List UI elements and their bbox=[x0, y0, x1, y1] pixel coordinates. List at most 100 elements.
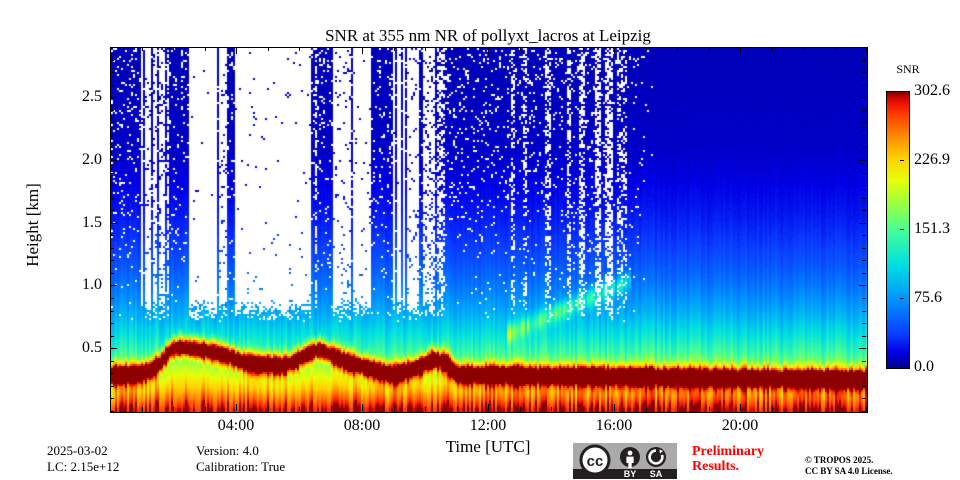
colorbar-tick-label: 226.9 bbox=[914, 151, 950, 168]
copyright-line-2: CC BY SA 4.0 License. bbox=[805, 466, 893, 476]
y-tick-minor bbox=[110, 373, 114, 374]
x-tick-label: 20:00 bbox=[721, 417, 759, 434]
x-tick-minor-top bbox=[142, 47, 143, 51]
y-tick-minor bbox=[110, 323, 114, 324]
x-tick-minor bbox=[835, 407, 836, 411]
cc-badge-by-label: BY bbox=[624, 469, 637, 479]
y-tick-major bbox=[110, 348, 117, 349]
y-tick-minor bbox=[110, 185, 114, 186]
y-tick-minor-right bbox=[862, 110, 866, 111]
y-tick-minor-right bbox=[862, 135, 866, 136]
x-tick-minor bbox=[110, 407, 111, 411]
x-tick-minor-top bbox=[866, 47, 867, 51]
x-tick-minor-top bbox=[299, 47, 300, 51]
y-tick-label: 0.5 bbox=[82, 339, 102, 356]
y-tick-minor-right bbox=[862, 85, 866, 86]
footer-lidar-constant: LC: 2.15e+12 bbox=[47, 459, 120, 474]
y-tick-minor bbox=[110, 411, 114, 412]
x-tick-minor-top bbox=[394, 47, 395, 51]
y-tick-minor-right bbox=[862, 185, 866, 186]
x-tick-minor bbox=[803, 407, 804, 411]
y-tick-minor-right bbox=[862, 198, 866, 199]
x-tick-minor bbox=[520, 407, 521, 411]
y-tick-minor-right bbox=[862, 122, 866, 123]
x-tick-minor bbox=[299, 407, 300, 411]
footer-date: 2025-03-02 bbox=[47, 443, 108, 458]
x-tick-minor bbox=[205, 407, 206, 411]
x-tick-minor bbox=[866, 407, 867, 411]
x-tick-minor bbox=[583, 407, 584, 411]
y-tick-minor bbox=[110, 361, 114, 362]
y-tick-minor bbox=[110, 198, 114, 199]
x-tick-minor bbox=[677, 407, 678, 411]
colorbar-tick-label: 151.3 bbox=[914, 220, 950, 237]
x-tick-minor bbox=[457, 407, 458, 411]
heatmap-canvas bbox=[111, 48, 867, 412]
y-tick-major bbox=[110, 285, 117, 286]
y-tick-minor bbox=[110, 47, 114, 48]
y-tick-minor-right bbox=[862, 260, 866, 261]
x-tick-label: 08:00 bbox=[343, 417, 381, 434]
x-tick-minor-top bbox=[677, 47, 678, 51]
x-tick-minor-top bbox=[803, 47, 804, 51]
colorbar-tick-label: 302.6 bbox=[914, 82, 950, 99]
preliminary-line-1: Preliminary bbox=[692, 444, 765, 459]
y-tick-minor bbox=[110, 386, 114, 387]
y-tick-minor bbox=[110, 72, 114, 73]
y-tick-major bbox=[110, 223, 117, 224]
y-axis-label: Height [km] bbox=[23, 183, 42, 267]
y-tick-major-right bbox=[859, 160, 866, 161]
heatmap-plot-area bbox=[110, 47, 868, 413]
y-tick-label: 2.0 bbox=[82, 151, 102, 168]
colorbar-tick bbox=[900, 298, 904, 299]
x-tick-major-top bbox=[236, 47, 237, 54]
y-tick-minor bbox=[110, 311, 114, 312]
y-tick-minor-right bbox=[862, 173, 866, 174]
cc-badge-icon: cc BY SA bbox=[573, 443, 677, 479]
y-tick-major-right bbox=[859, 348, 866, 349]
y-tick-minor-right bbox=[862, 273, 866, 274]
x-tick-minor-top bbox=[173, 47, 174, 51]
y-tick-minor bbox=[110, 60, 114, 61]
y-tick-minor-right bbox=[862, 323, 866, 324]
y-tick-minor-right bbox=[862, 398, 866, 399]
x-tick-major bbox=[614, 404, 615, 411]
y-tick-minor-right bbox=[862, 147, 866, 148]
x-tick-minor-top bbox=[551, 47, 552, 51]
colorbar-tick-label: 0.0 bbox=[914, 358, 934, 375]
x-tick-label: 16:00 bbox=[595, 417, 633, 434]
y-tick-minor bbox=[110, 235, 114, 236]
y-tick-minor-right bbox=[862, 311, 866, 312]
y-tick-label: 2.5 bbox=[82, 88, 102, 105]
x-tick-minor bbox=[331, 407, 332, 411]
x-tick-major-top bbox=[488, 47, 489, 54]
y-tick-minor bbox=[110, 336, 114, 337]
y-tick-minor-right bbox=[862, 210, 866, 211]
x-tick-major-top bbox=[362, 47, 363, 54]
footer-version: Version: 4.0 bbox=[196, 443, 259, 458]
x-tick-minor bbox=[772, 407, 773, 411]
x-tick-minor bbox=[173, 407, 174, 411]
y-tick-minor-right bbox=[862, 336, 866, 337]
x-tick-label: 04:00 bbox=[217, 417, 255, 434]
x-tick-minor-top bbox=[205, 47, 206, 51]
page-title: SNR at 355 nm NR of pollyxt_lacros at Le… bbox=[325, 26, 651, 45]
y-tick-minor-right bbox=[862, 47, 866, 48]
y-tick-minor bbox=[110, 260, 114, 261]
colorbar bbox=[886, 91, 910, 369]
x-tick-minor-top bbox=[772, 47, 773, 51]
colorbar-tick bbox=[900, 229, 904, 230]
y-tick-minor-right bbox=[862, 298, 866, 299]
y-tick-minor bbox=[110, 147, 114, 148]
x-tick-minor-top bbox=[709, 47, 710, 51]
x-tick-minor bbox=[709, 407, 710, 411]
y-tick-minor-right bbox=[862, 235, 866, 236]
x-tick-major bbox=[740, 404, 741, 411]
y-tick-minor-right bbox=[862, 248, 866, 249]
x-tick-label: 12:00 bbox=[469, 417, 507, 434]
y-tick-minor-right bbox=[862, 373, 866, 374]
x-tick-minor-top bbox=[425, 47, 426, 51]
y-tick-major bbox=[110, 97, 117, 98]
x-tick-major bbox=[236, 404, 237, 411]
